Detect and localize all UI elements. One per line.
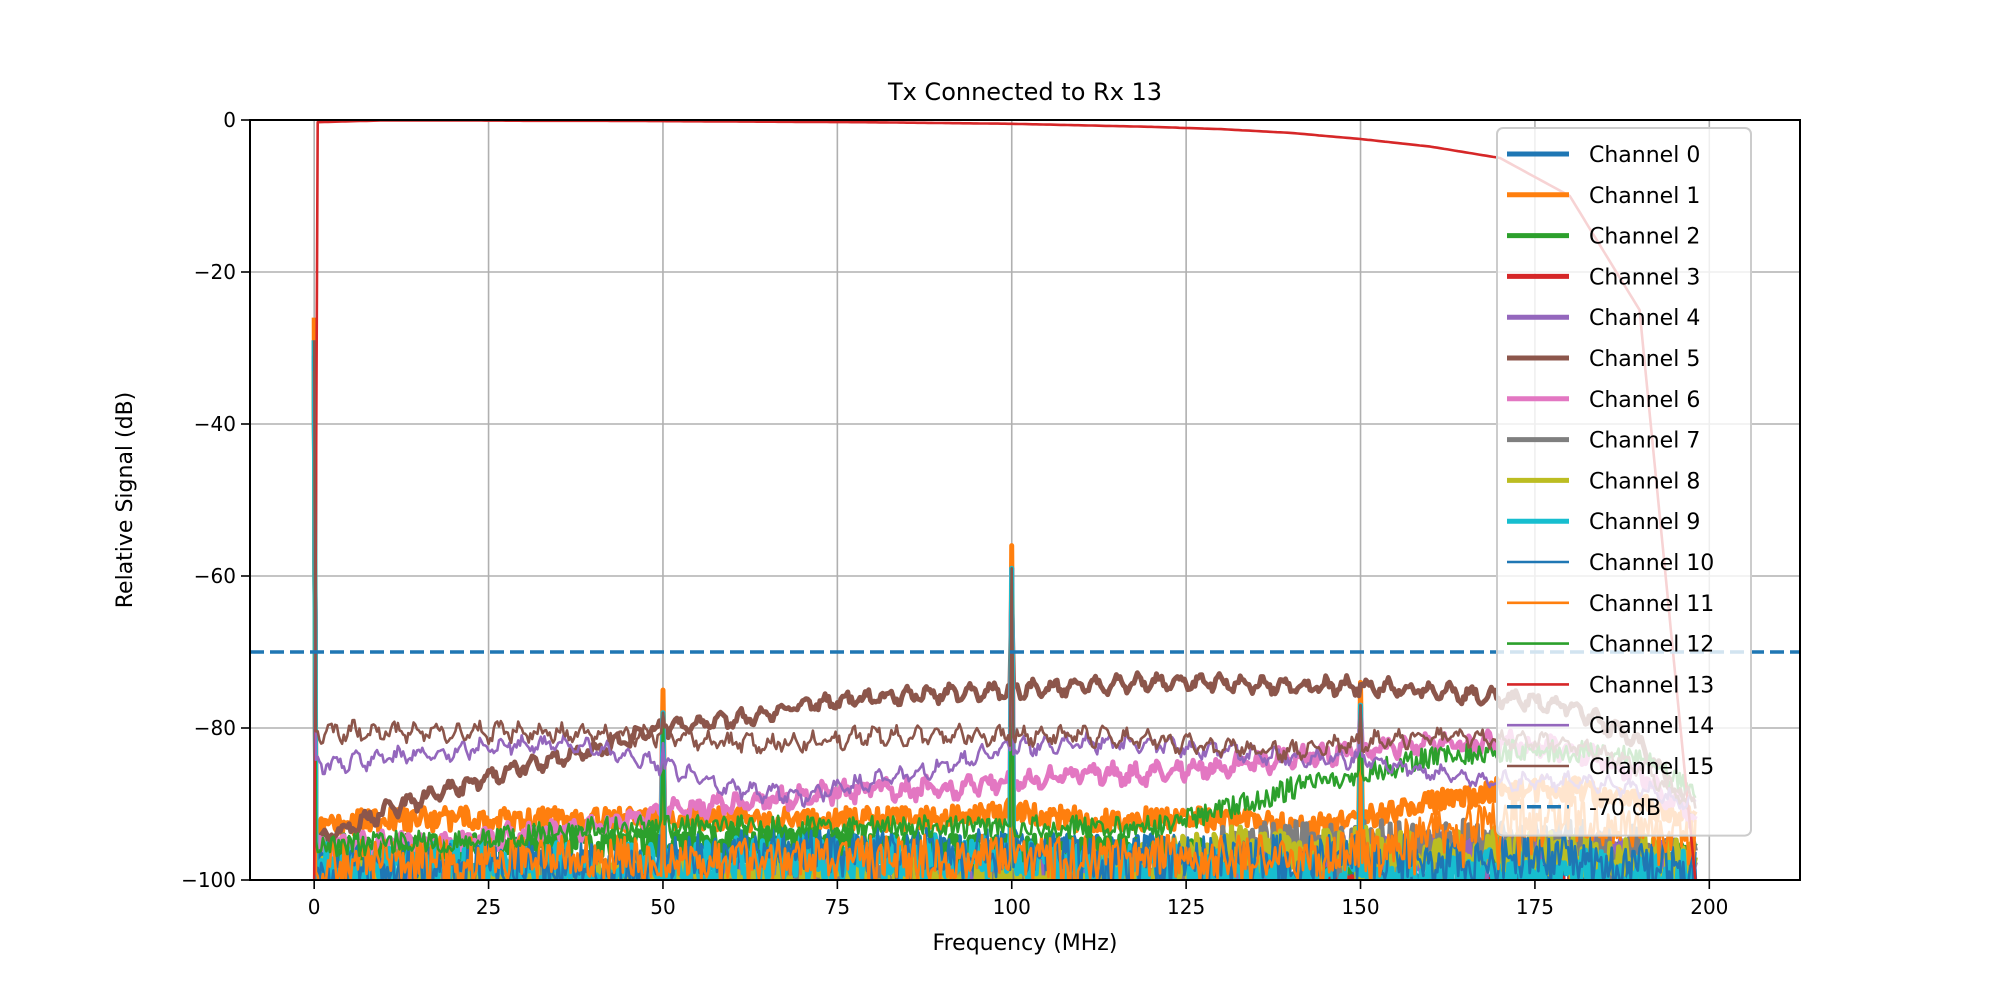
legend-label: Channel 7 [1589,429,1700,454]
legend: Channel 0 Channel 1 Channel 2 Channel 3 Chan… [1496,127,1752,837]
legend-label: Channel 13 [1589,673,1714,698]
series-line-channel-12 [312,340,1697,858]
legend-item: Channel 10 [1507,551,1714,576]
legend-label: Channel 14 [1589,714,1714,739]
legend-item: Channel 4 [1507,306,1700,331]
legend-item: Channel 7 [1507,429,1700,454]
legend-label: Channel 4 [1589,306,1700,331]
x-tick-label: 125 [1167,895,1205,919]
legend-item: Channel 14 [1507,714,1714,739]
x-tick-label: 175 [1516,895,1554,919]
legend-item: Channel 13 [1507,673,1714,698]
legend-item: Channel 2 [1507,225,1700,250]
series-line-channel-15 [312,340,1697,809]
x-tick-label: 50 [650,895,675,919]
legend-label: Channel 12 [1589,633,1714,658]
legend-item: Channel 15 [1507,755,1714,780]
y-tick-label: −80 [194,716,236,740]
x-tick-label: 200 [1690,895,1728,919]
legend-label: Channel 8 [1589,469,1700,494]
legend-label: Channel 11 [1589,592,1714,617]
legend-item: Channel 12 [1507,633,1714,658]
y-axis-label: Relative Signal (dB) [113,392,138,609]
legend-item: Channel 3 [1507,265,1700,290]
y-tick-label: −100 [181,868,236,892]
legend-label: Channel 5 [1589,347,1700,372]
series-line-channel-5 [311,370,1697,850]
legend-item: -70 dB [1507,796,1661,821]
legend-label: -70 dB [1589,796,1661,821]
x-tick-label: 100 [993,895,1031,919]
legend-label: Channel 2 [1589,225,1700,250]
legend-label: Channel 10 [1589,551,1714,576]
axes-frame [249,119,1801,881]
y-tick-label: 0 [223,108,236,132]
chart-title: Tx Connected to Rx 13 [887,78,1162,106]
x-tick-label: 75 [825,895,850,919]
legend-label: Channel 0 [1589,143,1700,168]
series-line-channel-1 [311,317,1698,841]
legend-label: Channel 1 [1589,184,1700,209]
legend-item: Channel 0 [1507,143,1700,168]
x-tick-label: 0 [308,895,321,919]
series-line-channel-14 [312,370,1697,811]
ticks: 0 25 50 75 100 125 150 175 200 0 −20 −40 −60 −80 −100 [181,108,1728,919]
series-line-channel-11 [312,370,1697,880]
x-tick-label: 25 [476,895,501,919]
y-tick-label: −60 [194,564,236,588]
legend-item: Channel 8 [1507,469,1700,494]
legend-label: Channel 3 [1589,265,1700,290]
legend-label: Channel 15 [1589,755,1714,780]
x-tick-label: 150 [1341,895,1379,919]
legend-label: Channel 9 [1589,510,1700,535]
y-tick-label: −40 [194,412,236,436]
legend-item: Channel 6 [1507,388,1700,413]
y-tick-label: −20 [194,260,236,284]
x-axis-label: Frequency (MHz) [933,931,1118,956]
legend-label: Channel 6 [1589,388,1700,413]
legend-item: Channel 11 [1507,592,1714,617]
legend-item: Channel 9 [1507,510,1700,535]
legend-box [1496,127,1752,837]
legend-item: Channel 5 [1507,347,1700,372]
legend-item: Channel 1 [1507,184,1700,209]
